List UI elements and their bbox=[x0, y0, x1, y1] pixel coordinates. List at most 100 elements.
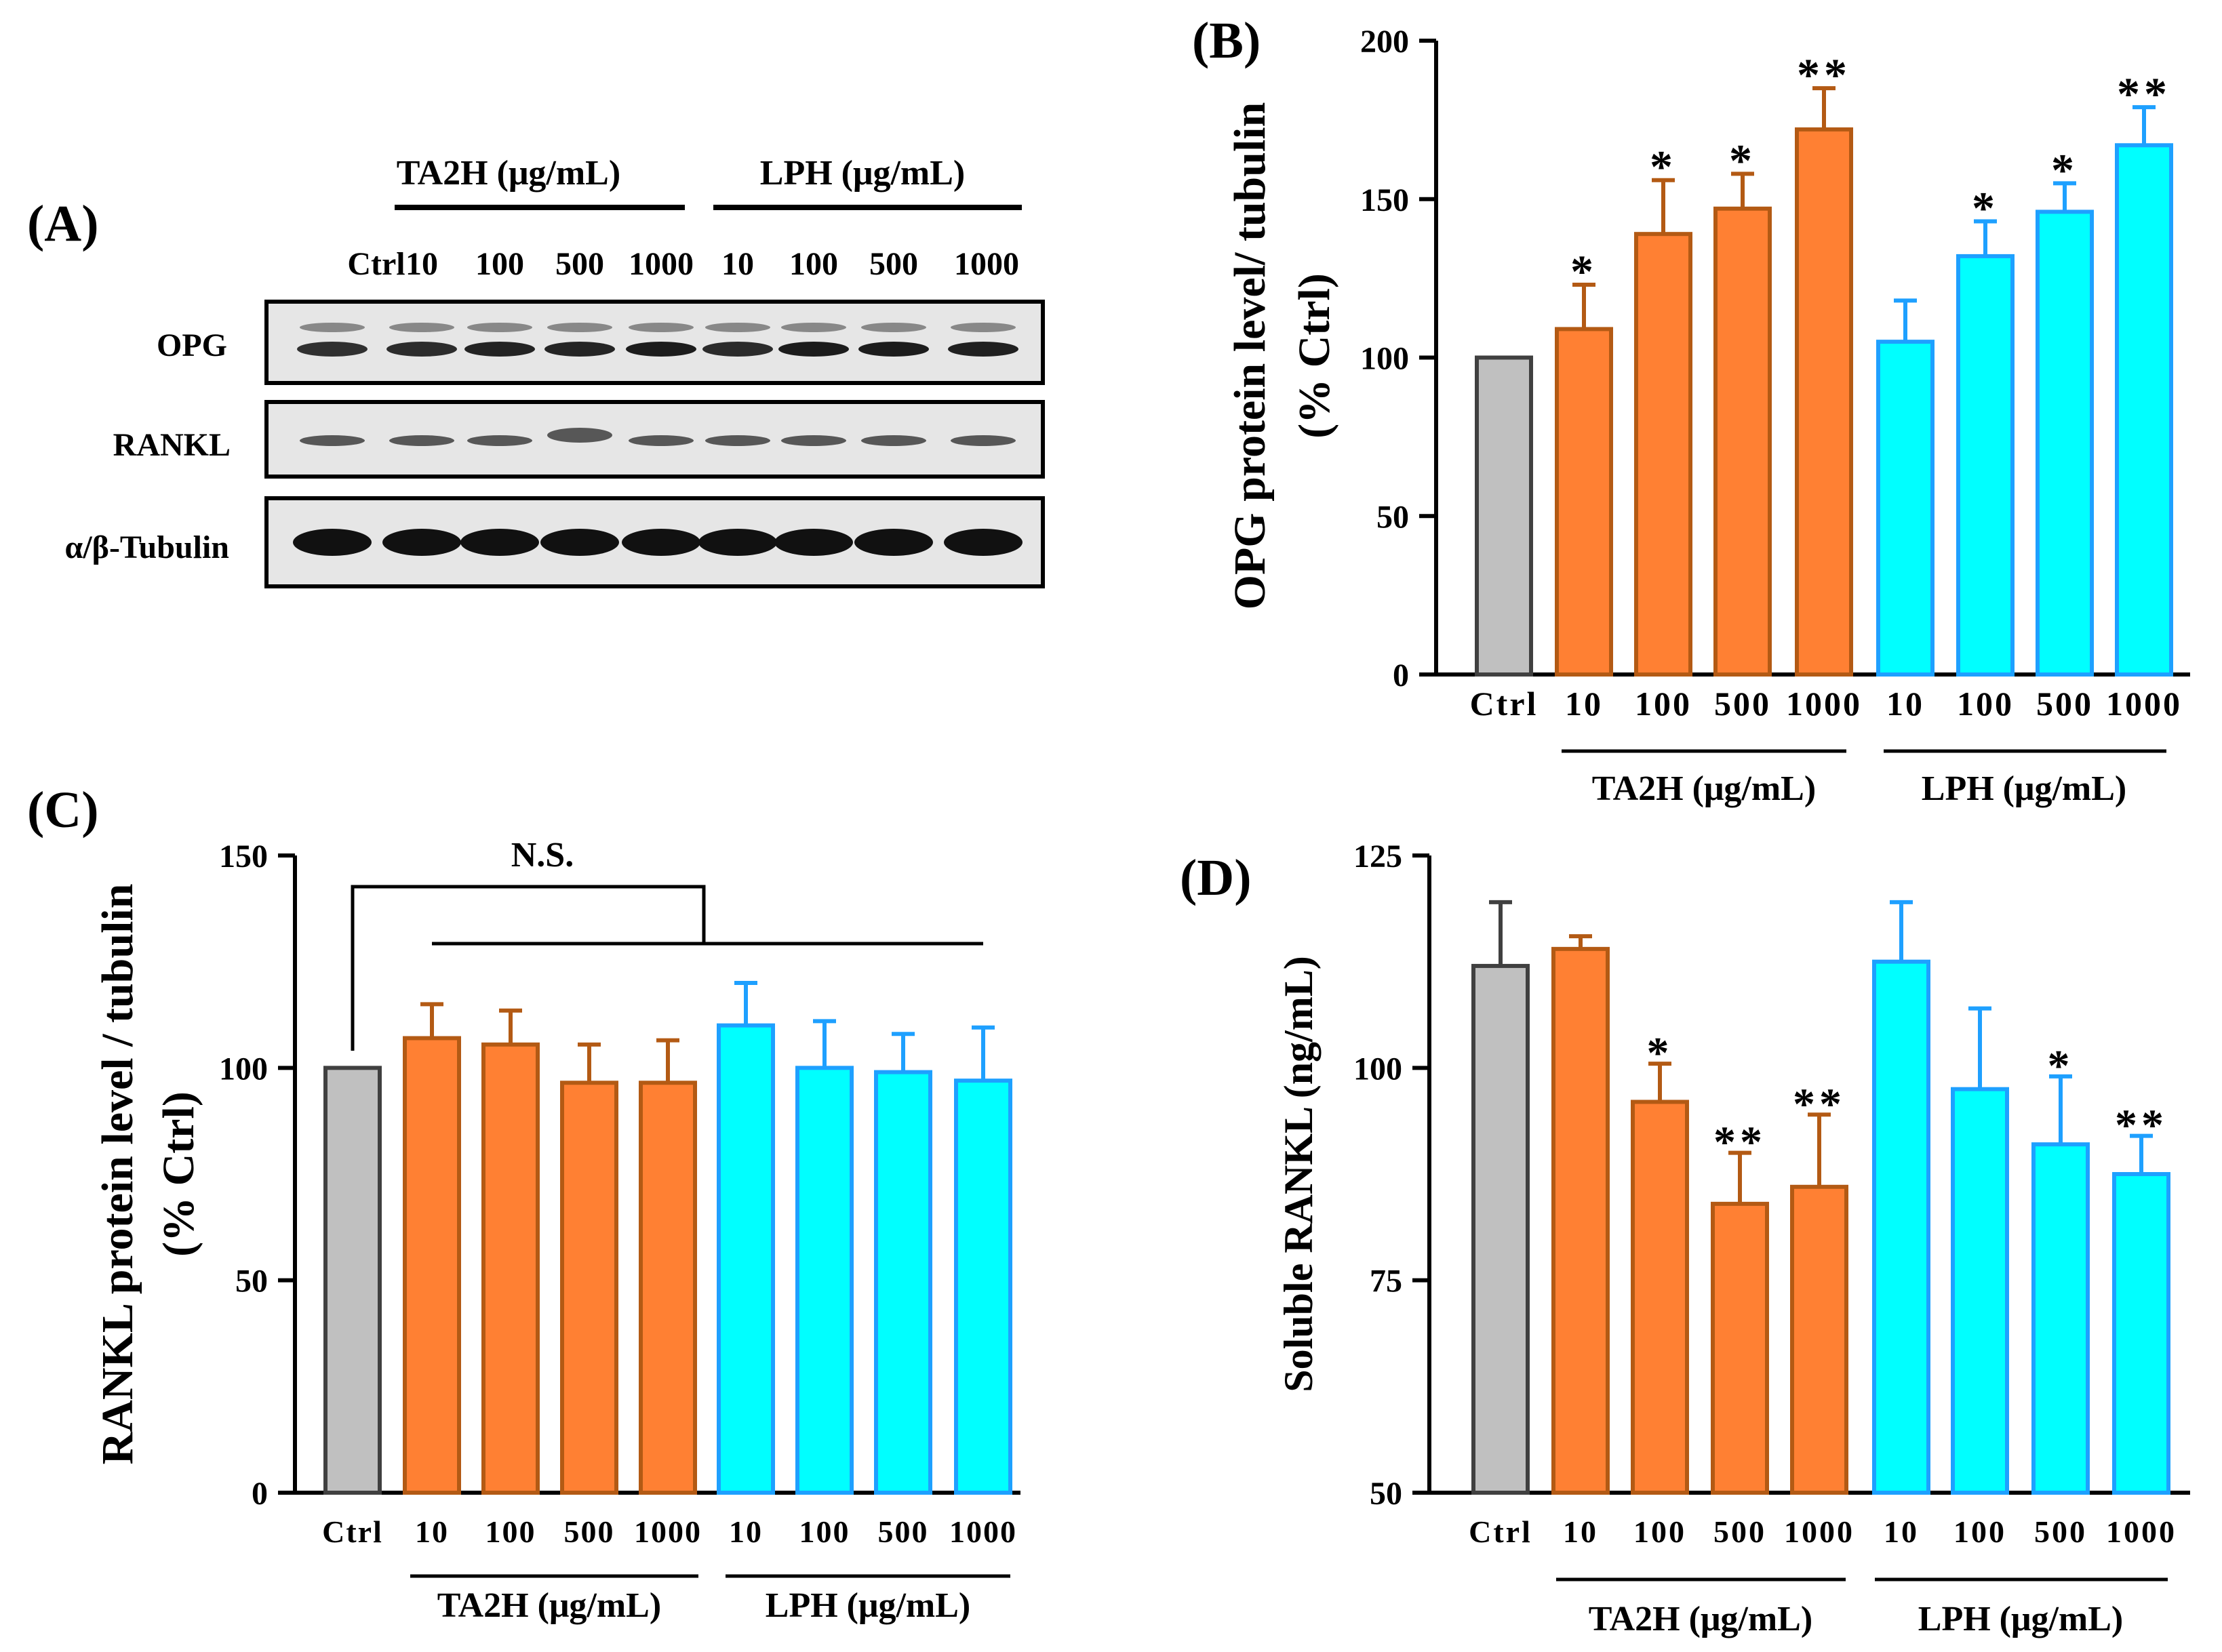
panel-d-label: (D) bbox=[1180, 849, 1252, 906]
x-tick-label: Ctrl bbox=[1470, 685, 1539, 723]
group-label: LPH (μg/mL) bbox=[766, 1586, 970, 1625]
bar bbox=[403, 1036, 461, 1495]
bar bbox=[1872, 959, 1930, 1495]
panel-b-label: (B) bbox=[1192, 12, 1261, 69]
blot-band-opg-upper bbox=[300, 323, 365, 332]
panel-a-label: (A) bbox=[27, 195, 99, 252]
blot-row-label-rankl: RANKL bbox=[113, 427, 231, 463]
x-tick-label: Ctrl bbox=[1469, 1514, 1532, 1549]
bar bbox=[1634, 232, 1692, 677]
blot-strips bbox=[264, 300, 1045, 588]
y-tick-label: 50 bbox=[235, 1264, 268, 1300]
blot-band-tubulin bbox=[854, 529, 933, 556]
blot-band-opg bbox=[544, 342, 615, 357]
blot-band-tubulin bbox=[622, 529, 700, 556]
x-tick-label: Ctrl bbox=[322, 1514, 383, 1549]
blot-band-rankl bbox=[547, 428, 612, 443]
bar bbox=[481, 1042, 540, 1495]
bar bbox=[1711, 1201, 1769, 1495]
significance-mark: * bbox=[2048, 1041, 2074, 1091]
blot-band-opg bbox=[702, 342, 773, 357]
y-axis-label: (% Ctrl) bbox=[1290, 273, 1339, 439]
panel-a-western-blot: (A) TA2H (μg/mL) LPH (μg/mL) Ctrl 10 100 50… bbox=[27, 154, 1045, 588]
blot-band-opg-upper bbox=[861, 323, 926, 332]
significance-mark: * bbox=[1650, 141, 1677, 193]
bar bbox=[954, 1079, 1012, 1495]
blot-band-opg bbox=[778, 342, 849, 357]
group-label: LPH (μg/mL) bbox=[1922, 769, 2126, 808]
blot-lane-label: 10 bbox=[405, 246, 438, 282]
bar bbox=[2031, 1142, 2090, 1495]
x-tick-label: 1000 bbox=[1784, 1514, 1854, 1549]
blot-band-tubulin bbox=[944, 529, 1023, 556]
x-tick-label: 10 bbox=[729, 1514, 763, 1549]
ns-annotation: N.S. bbox=[511, 836, 574, 874]
y-axis-label: Soluble RANKL (ng/mL) bbox=[1276, 956, 1321, 1392]
y-tick-label: 100 bbox=[1360, 341, 1409, 377]
bar bbox=[639, 1081, 697, 1495]
significance-mark: ** bbox=[2115, 1101, 2168, 1150]
x-tick-label: 1000 bbox=[2106, 685, 2182, 723]
x-tick-label: 100 bbox=[799, 1514, 850, 1549]
y-tick-label: 150 bbox=[1360, 182, 1409, 218]
panel-c-rankl-chart: (C) 0 50 100 150 RANKL protein level / tubul… bbox=[27, 782, 1020, 1625]
blot-band-rankl bbox=[705, 435, 770, 446]
group-label: TA2H (μg/mL) bbox=[437, 1586, 661, 1625]
blot-band-opg-upper bbox=[705, 323, 770, 332]
y-tick-label: 100 bbox=[219, 1051, 268, 1087]
x-tick-label: 10 bbox=[415, 1514, 449, 1549]
bar bbox=[560, 1081, 618, 1495]
blot-band-opg-upper bbox=[951, 323, 1016, 332]
bar bbox=[1555, 327, 1613, 677]
blot-band-tubulin bbox=[698, 529, 777, 556]
blot-group-line-lph bbox=[713, 205, 1022, 210]
blot-band-opg bbox=[297, 342, 368, 357]
blot-lane-label: 500 bbox=[869, 246, 918, 282]
x-tick-label: 10 bbox=[1884, 1514, 1919, 1549]
blot-band-opg bbox=[948, 342, 1018, 357]
y-axis-label: OPG protein level/ tubulin bbox=[1225, 102, 1275, 610]
bar bbox=[2036, 209, 2094, 677]
blot-band-opg-upper bbox=[547, 323, 612, 332]
blot-row-label-opg: OPG bbox=[157, 327, 227, 363]
blot-band-rankl bbox=[629, 435, 694, 446]
group-label: TA2H (μg/mL) bbox=[1592, 769, 1816, 808]
bar bbox=[2112, 1172, 2170, 1495]
significance-mark: ** bbox=[1793, 1079, 1846, 1129]
blot-band-opg bbox=[858, 342, 929, 357]
blot-lane-label: 1000 bbox=[954, 246, 1019, 282]
ns-bracket bbox=[351, 885, 706, 1051]
y-tick-label: 50 bbox=[1376, 499, 1409, 535]
blot-group-label-lph: LPH (μg/mL) bbox=[760, 154, 965, 193]
x-tick-label: 1000 bbox=[634, 1514, 702, 1549]
significance-mark: * bbox=[1570, 245, 1598, 297]
y-axis-label: RANKL protein level / tubulin bbox=[93, 884, 142, 1465]
x-tick-label: 500 bbox=[2034, 1514, 2087, 1549]
significance-mark: ** bbox=[2117, 68, 2171, 119]
blot-band-tubulin bbox=[460, 529, 539, 556]
x-tick-label: 100 bbox=[1957, 685, 2014, 723]
x-tick-label: 500 bbox=[2036, 685, 2093, 723]
blot-lane-label: 500 bbox=[555, 246, 604, 282]
blot-lane-label: 10 bbox=[721, 246, 754, 282]
blot-lane-label: 100 bbox=[475, 246, 524, 282]
significance-mark: * bbox=[2051, 144, 2078, 195]
blot-band-rankl bbox=[467, 435, 532, 446]
blot-row-label-tubulin: α/β-Tubulin bbox=[65, 529, 229, 565]
significance-mark: * bbox=[1647, 1028, 1673, 1078]
blot-band-rankl bbox=[389, 435, 454, 446]
blot-band-opg bbox=[464, 342, 535, 357]
x-tick-label: 500 bbox=[878, 1514, 929, 1549]
significance-mark: ** bbox=[1797, 49, 1851, 100]
bar bbox=[1631, 1100, 1689, 1495]
blot-group-line-ta2h bbox=[395, 205, 685, 210]
x-tick-label: 100 bbox=[1633, 1514, 1686, 1549]
y-tick-label: 100 bbox=[1353, 1051, 1402, 1087]
panel-c-label: (C) bbox=[27, 782, 99, 839]
panel-d-soluble-rankl-chart: (D) 50 75 100 125 Soluble RANKL (ng/mL) Ctrl 1… bbox=[1180, 839, 2190, 1638]
x-tick-label: 100 bbox=[485, 1514, 536, 1549]
x-tick-label: 100 bbox=[1635, 685, 1692, 723]
bar bbox=[1475, 355, 1533, 677]
bar bbox=[795, 1066, 854, 1495]
blot-lane-labels: Ctrl 10 100 500 1000 10 100 500 1000 bbox=[347, 246, 1019, 282]
